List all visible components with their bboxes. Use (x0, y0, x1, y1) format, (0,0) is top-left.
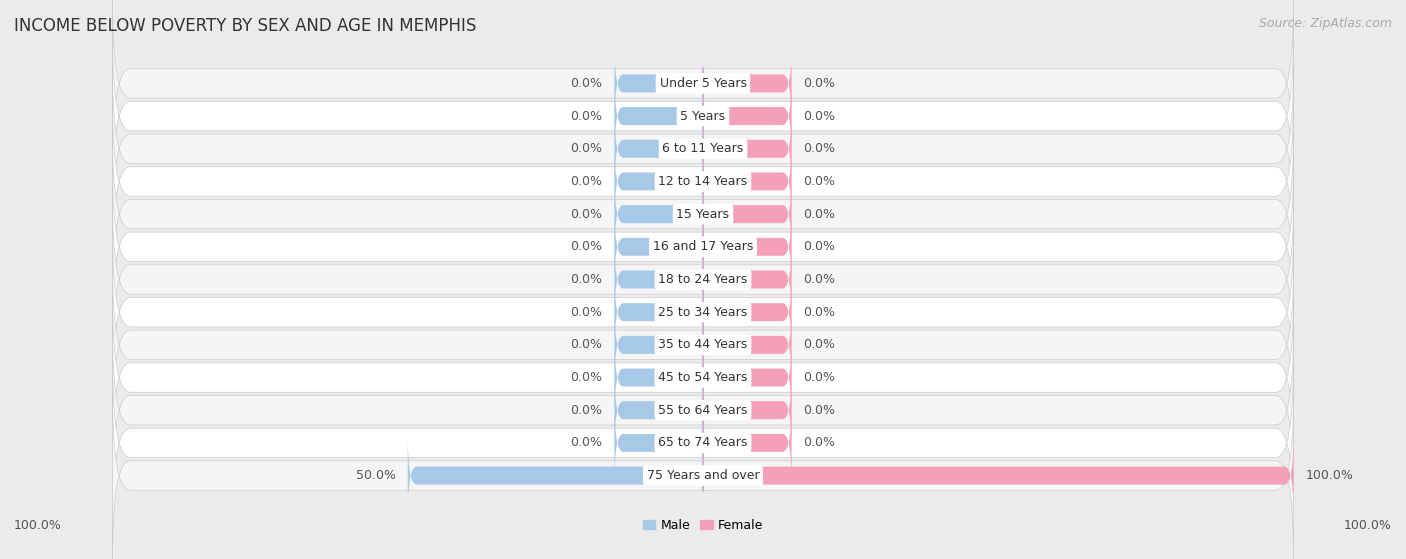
Text: INCOME BELOW POVERTY BY SEX AND AGE IN MEMPHIS: INCOME BELOW POVERTY BY SEX AND AGE IN M… (14, 17, 477, 35)
Text: 0.0%: 0.0% (571, 143, 603, 155)
Text: 0.0%: 0.0% (803, 207, 835, 221)
Text: 0.0%: 0.0% (571, 437, 603, 449)
Text: 45 to 54 Years: 45 to 54 Years (658, 371, 748, 384)
Text: Under 5 Years: Under 5 Years (659, 77, 747, 90)
Text: 0.0%: 0.0% (571, 175, 603, 188)
Text: 100.0%: 100.0% (1344, 519, 1392, 532)
Legend: Male, Female: Male, Female (638, 514, 768, 537)
Text: 0.0%: 0.0% (803, 306, 835, 319)
FancyBboxPatch shape (614, 370, 703, 450)
Text: 0.0%: 0.0% (803, 175, 835, 188)
FancyBboxPatch shape (703, 141, 792, 221)
FancyBboxPatch shape (408, 435, 703, 515)
FancyBboxPatch shape (614, 76, 703, 156)
FancyBboxPatch shape (112, 327, 1294, 494)
FancyBboxPatch shape (703, 44, 792, 124)
FancyBboxPatch shape (112, 33, 1294, 200)
FancyBboxPatch shape (703, 272, 792, 352)
FancyBboxPatch shape (614, 338, 703, 418)
FancyBboxPatch shape (112, 163, 1294, 330)
FancyBboxPatch shape (112, 392, 1294, 559)
Text: 0.0%: 0.0% (571, 273, 603, 286)
Text: 15 Years: 15 Years (676, 207, 730, 221)
Text: 50.0%: 50.0% (356, 469, 396, 482)
FancyBboxPatch shape (112, 131, 1294, 297)
Text: 0.0%: 0.0% (571, 306, 603, 319)
FancyBboxPatch shape (112, 196, 1294, 363)
FancyBboxPatch shape (703, 174, 792, 254)
Text: 0.0%: 0.0% (803, 143, 835, 155)
Text: 65 to 74 Years: 65 to 74 Years (658, 437, 748, 449)
FancyBboxPatch shape (112, 229, 1294, 396)
Text: 0.0%: 0.0% (803, 110, 835, 122)
Text: 25 to 34 Years: 25 to 34 Years (658, 306, 748, 319)
Text: 0.0%: 0.0% (803, 404, 835, 416)
Text: 0.0%: 0.0% (803, 338, 835, 352)
FancyBboxPatch shape (614, 305, 703, 385)
Text: Source: ZipAtlas.com: Source: ZipAtlas.com (1258, 17, 1392, 30)
Text: 0.0%: 0.0% (571, 110, 603, 122)
FancyBboxPatch shape (614, 207, 703, 287)
FancyBboxPatch shape (703, 338, 792, 418)
FancyBboxPatch shape (703, 370, 792, 450)
FancyBboxPatch shape (112, 0, 1294, 167)
Text: 5 Years: 5 Years (681, 110, 725, 122)
FancyBboxPatch shape (112, 359, 1294, 526)
Text: 12 to 14 Years: 12 to 14 Years (658, 175, 748, 188)
FancyBboxPatch shape (614, 239, 703, 320)
Text: 0.0%: 0.0% (571, 404, 603, 416)
Text: 100.0%: 100.0% (14, 519, 62, 532)
FancyBboxPatch shape (703, 403, 792, 483)
Text: 0.0%: 0.0% (803, 437, 835, 449)
Text: 0.0%: 0.0% (571, 240, 603, 253)
Text: 0.0%: 0.0% (803, 371, 835, 384)
FancyBboxPatch shape (112, 262, 1294, 428)
Text: 0.0%: 0.0% (571, 371, 603, 384)
Text: 0.0%: 0.0% (571, 338, 603, 352)
Text: 75 Years and over: 75 Years and over (647, 469, 759, 482)
FancyBboxPatch shape (614, 44, 703, 124)
Text: 0.0%: 0.0% (803, 240, 835, 253)
FancyBboxPatch shape (112, 294, 1294, 461)
Text: 0.0%: 0.0% (803, 77, 835, 90)
FancyBboxPatch shape (614, 403, 703, 483)
FancyBboxPatch shape (703, 305, 792, 385)
Text: 0.0%: 0.0% (803, 273, 835, 286)
Text: 35 to 44 Years: 35 to 44 Years (658, 338, 748, 352)
FancyBboxPatch shape (614, 174, 703, 254)
FancyBboxPatch shape (703, 109, 792, 189)
Text: 16 and 17 Years: 16 and 17 Years (652, 240, 754, 253)
Text: 0.0%: 0.0% (571, 77, 603, 90)
FancyBboxPatch shape (703, 76, 792, 156)
FancyBboxPatch shape (703, 207, 792, 287)
Text: 6 to 11 Years: 6 to 11 Years (662, 143, 744, 155)
Text: 18 to 24 Years: 18 to 24 Years (658, 273, 748, 286)
FancyBboxPatch shape (112, 65, 1294, 232)
FancyBboxPatch shape (614, 272, 703, 352)
FancyBboxPatch shape (703, 435, 1294, 515)
Text: 100.0%: 100.0% (1305, 469, 1353, 482)
FancyBboxPatch shape (614, 141, 703, 221)
Text: 0.0%: 0.0% (571, 207, 603, 221)
FancyBboxPatch shape (614, 109, 703, 189)
Text: 55 to 64 Years: 55 to 64 Years (658, 404, 748, 416)
FancyBboxPatch shape (112, 98, 1294, 265)
FancyBboxPatch shape (703, 239, 792, 320)
